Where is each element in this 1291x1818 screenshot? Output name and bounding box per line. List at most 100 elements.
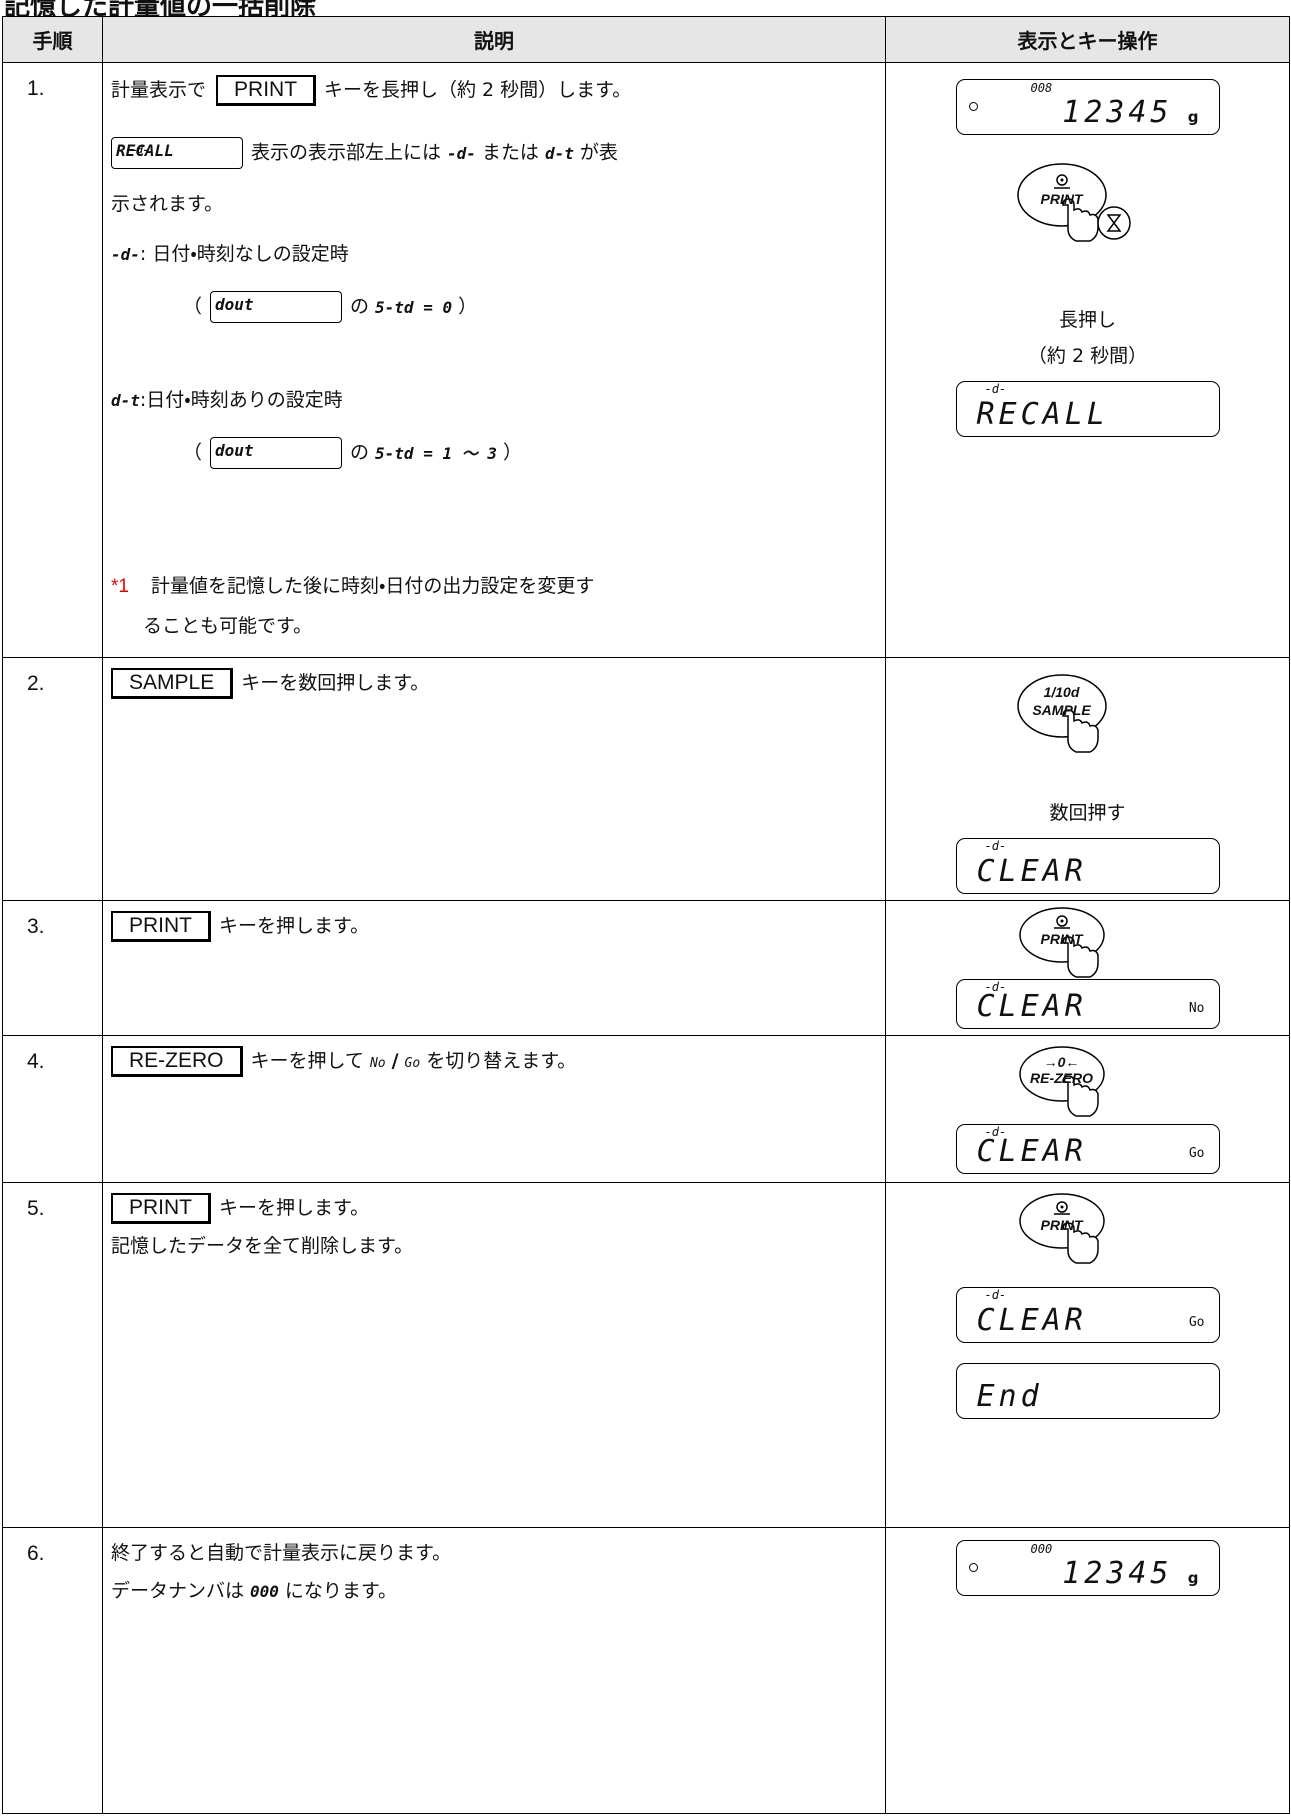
step-cell: 1. xyxy=(2,62,103,658)
lcd: End xyxy=(955,1363,1220,1419)
key-label: PRINT xyxy=(111,911,211,942)
display-cell: 008 12345 g PRINT 長押し （約 2 秒間） -d- RECALL xyxy=(885,62,1290,658)
step: 1. xyxy=(27,77,45,100)
display-box: -d- RECALL xyxy=(111,137,243,169)
step-cell: 3. xyxy=(2,900,103,1036)
lcd: -d- RECALL xyxy=(955,381,1220,437)
key-label: PRINT xyxy=(1040,931,1083,947)
text: （ xyxy=(183,295,203,318)
line: d-t:日付・時刻ありの設定時 xyxy=(111,385,343,416)
description-cell: PRINT キーを押します。 xyxy=(102,900,886,1036)
key-graphic xyxy=(1016,163,1131,242)
text: の xyxy=(350,295,370,318)
line: （ dout の 5-td = 0） xyxy=(183,291,477,323)
line: SAMPLE キーを数回押します。 xyxy=(111,668,429,699)
display-small: -d- xyxy=(132,146,149,156)
lcd-flag: Go xyxy=(1188,1146,1205,1161)
text: または xyxy=(481,141,539,164)
line: （ dout の 5-td = 1 ～ 3 ） xyxy=(183,437,522,469)
step: 6. xyxy=(27,1542,45,1565)
line: RE-ZERO キーを押して No / Go を切り替えます。 xyxy=(111,1046,576,1079)
lcd: 008 12345 g xyxy=(955,79,1220,135)
key-graphic xyxy=(1018,1193,1105,1264)
text: ） xyxy=(503,441,523,464)
lcd-flag: Go xyxy=(1188,1315,1205,1330)
display-text: No xyxy=(369,1056,386,1071)
text: 計量表示で xyxy=(111,79,207,101)
lcd-small: -d- xyxy=(984,382,1007,396)
description-cell: SAMPLE キーを数回押します。 xyxy=(102,657,886,901)
row: 4. RE-ZERO キーを押して No / Go を切り替えます。 →0← RE-ZER… xyxy=(2,1035,1290,1183)
column-header: 手順 xyxy=(2,16,103,63)
key-graphic xyxy=(1018,1046,1105,1117)
text: 示されます。 xyxy=(111,193,224,215)
step: 3. xyxy=(27,915,45,938)
lcd-text: CLEAR xyxy=(976,854,1087,889)
lcd-small: 008 xyxy=(1030,81,1053,95)
line: 計量表示で PRINT キーを長押し（約 2 秒間）します。 xyxy=(111,75,631,106)
key-label: SAMPLE xyxy=(1032,702,1091,718)
step-cell: 4. xyxy=(2,1035,103,1183)
row: 5. PRINT キーを押します。 記憶したデータを全て削除します。 PRINT … xyxy=(2,1182,1290,1528)
lcd: -d- CLEAR No xyxy=(955,979,1220,1029)
lcd-flag: No xyxy=(1188,1001,1205,1016)
lcd: -d- CLEAR Go xyxy=(955,1124,1220,1174)
text: 表示の表示部左上には xyxy=(251,141,442,164)
lcd-unit: g xyxy=(1187,1569,1199,1587)
description-cell: PRINT キーを押します。 記憶したデータを全て削除します。 xyxy=(102,1182,886,1528)
key-label: RE-ZERO xyxy=(1030,1070,1093,1086)
row: 6. 終了すると自動で計量表示に戻ります。 データナンバは 000 になります。 0… xyxy=(2,1527,1290,1814)
key-label: PRINT xyxy=(1040,191,1083,207)
text: が表 xyxy=(579,141,618,164)
lcd-small: -d- xyxy=(984,1288,1007,1302)
display-box: dout xyxy=(210,437,343,469)
caption: 数回押す xyxy=(1049,802,1126,824)
text: データナンバは xyxy=(111,1580,245,1602)
display-cell: →0← RE-ZERO -d- CLEAR Go xyxy=(885,1035,1290,1183)
display-text: dout xyxy=(215,441,254,460)
lcd-small: -d- xyxy=(984,1125,1007,1139)
text: / xyxy=(391,1050,399,1072)
display-text: dout xyxy=(215,295,254,314)
text: キーを押して xyxy=(250,1050,364,1072)
display-text: 5-td = 0 xyxy=(375,297,453,317)
text: :日付・時刻ありの設定時 xyxy=(139,389,343,411)
step-cell: 6. xyxy=(2,1527,103,1814)
text: 計量値を記憶した後に時刻・日付の出力設定を変更す xyxy=(150,575,595,597)
step-cell: 5. xyxy=(2,1182,103,1528)
text: ） xyxy=(458,295,478,318)
lcd-text: CLEAR xyxy=(976,1303,1087,1338)
text: の xyxy=(350,441,370,464)
display-text: d-t xyxy=(544,143,574,163)
line: -d- RECALL 表示の表示部左上には -d- または d-t が表 xyxy=(111,137,618,169)
step: 2. xyxy=(27,672,45,695)
lcd-text: CLEAR xyxy=(976,1134,1087,1169)
step: 5. xyxy=(27,1197,45,1220)
caption: 長押し xyxy=(1058,309,1116,331)
key-label: PRINT xyxy=(1040,1217,1083,1233)
key-label: SAMPLE xyxy=(111,668,234,699)
row: 1. 計量表示で PRINT キーを長押し（約 2 秒間）します。 -d- RECAL… xyxy=(2,62,1290,658)
step: 4. xyxy=(27,1050,45,1073)
text: キーを押します。 xyxy=(219,915,370,937)
caption: （約 2 秒間） xyxy=(1027,345,1148,367)
lcd-small: -d- xyxy=(984,839,1007,853)
row: 3. PRINT キーを押します。 PRINT -d- CLEAR No xyxy=(2,900,1290,1036)
header-row: 手順 説明 表示とキー操作 xyxy=(2,16,1290,63)
key-icon: PRINT xyxy=(1016,161,1136,245)
lcd-text: 12345 xyxy=(1062,1556,1173,1591)
line: 終了すると自動で計量表示に戻ります。 xyxy=(111,1538,451,1568)
line: PRINT キーを押します。 xyxy=(111,1193,369,1224)
key-top-label: 1/10d xyxy=(1043,684,1080,700)
key-graphic xyxy=(1016,674,1107,753)
lcd: 000 12345 g xyxy=(955,1540,1220,1596)
display-cell: 1/10d SAMPLE 数回押す -d- CLEAR xyxy=(885,657,1290,901)
lcd: -d- CLEAR xyxy=(955,838,1220,894)
text: を切り替えます。 xyxy=(426,1050,577,1072)
display-cell: 000 12345 g xyxy=(885,1527,1290,1814)
display-text: 5-td = 1 ～ 3 xyxy=(375,443,497,463)
text: （ xyxy=(183,441,203,464)
key-icon: 1/10d SAMPLE xyxy=(1016,672,1136,756)
